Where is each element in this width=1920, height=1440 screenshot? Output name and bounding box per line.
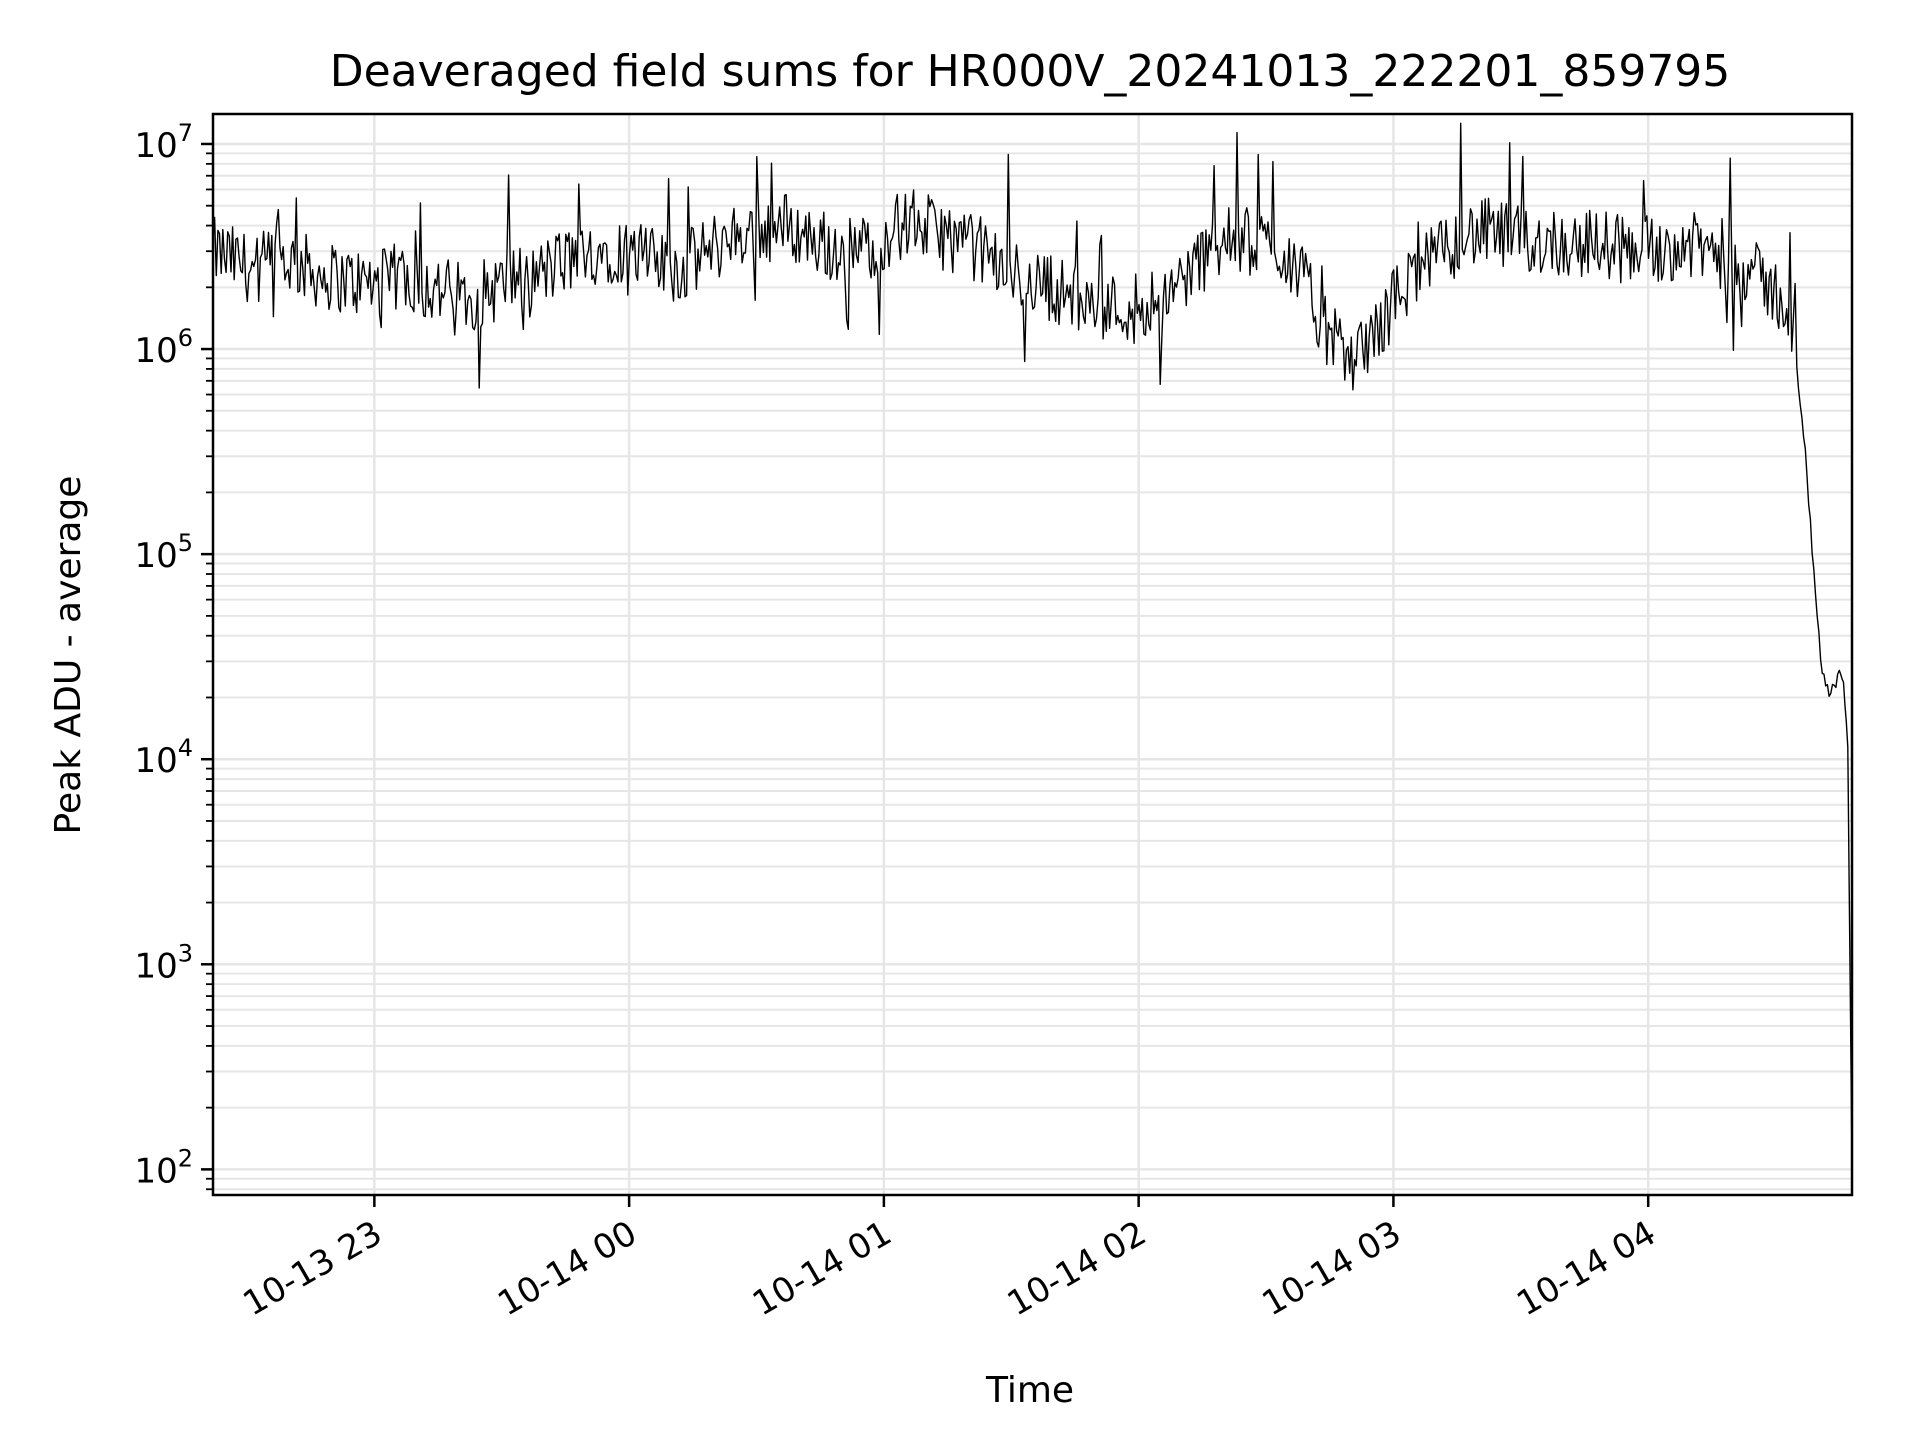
- y-tick-label: 106: [134, 324, 193, 371]
- grid: [213, 114, 1852, 1195]
- y-tick-label: 107: [134, 119, 193, 166]
- y-tick-label: 102: [134, 1144, 193, 1191]
- y-axis: 102 103 104 105 106 107: [134, 119, 213, 1191]
- plot-frame: [211, 112, 1854, 1197]
- y-tick-label: 105: [134, 529, 193, 576]
- plot-area: [212, 122, 1853, 1170]
- chart-title: Deaveraged field sums for HR000V_2024101…: [330, 46, 1731, 97]
- y-tick-label: 103: [134, 939, 193, 986]
- y-axis-label: Peak ADU - average: [48, 476, 89, 835]
- series-line: [212, 122, 1853, 1170]
- x-axis-label: Time: [985, 1370, 1074, 1411]
- y-tick-label: 104: [134, 734, 193, 781]
